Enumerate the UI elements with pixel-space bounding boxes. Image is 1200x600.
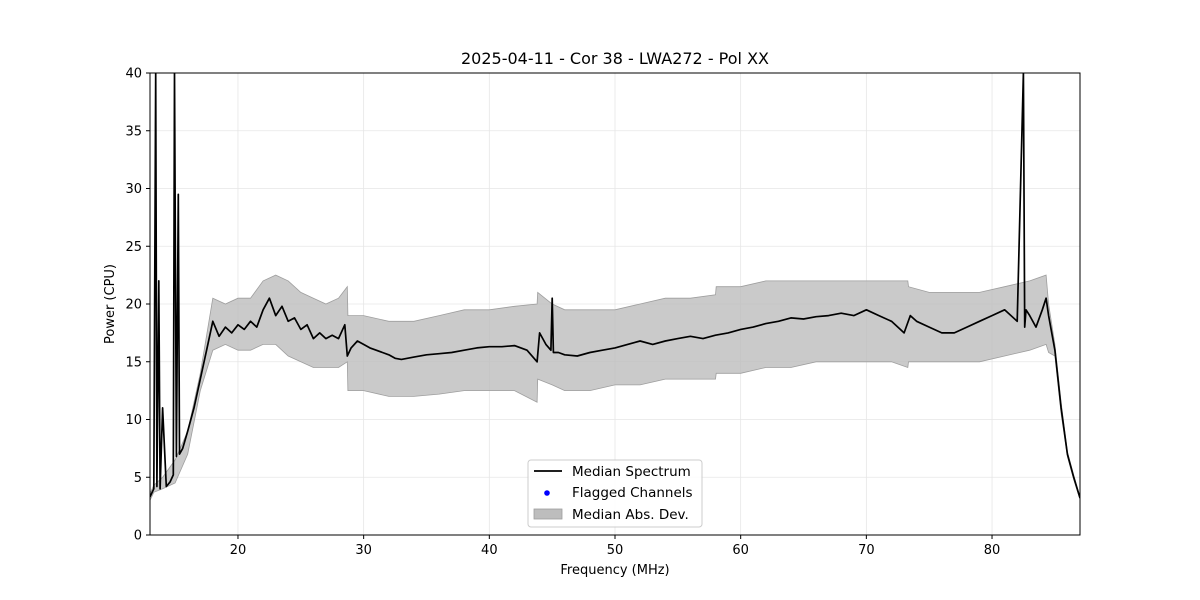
legend-box — [527, 459, 703, 528]
y-tick-label: 0 — [134, 529, 142, 544]
x-tick-label: 30 — [355, 543, 372, 558]
y-axis-label: Power (CPU) — [103, 264, 118, 344]
chart-title: 2025-04-11 - Cor 38 - LWA272 - Pol XX — [461, 49, 769, 68]
y-tick-label: 5 — [134, 471, 142, 486]
legend: Median Spectrum Flagged Channels Median … — [527, 459, 703, 528]
legend-flagged-label: Flagged Channels — [572, 485, 693, 501]
y-tick-label: 10 — [125, 413, 142, 428]
y-axis: 0 5 10 15 20 25 30 35 40 — [125, 67, 150, 544]
x-tick-label: 20 — [230, 543, 247, 558]
y-tick-label: 15 — [125, 355, 142, 370]
x-tick-label: 80 — [984, 543, 1001, 558]
x-tick-label: 70 — [858, 543, 875, 558]
legend-flagged-marker — [544, 490, 550, 496]
x-tick-label: 50 — [607, 543, 624, 558]
median-abs-dev-band — [150, 274, 1080, 501]
legend-median-label: Median Spectrum — [572, 464, 691, 480]
y-tick-label: 25 — [125, 240, 142, 255]
y-tick-label: 30 — [125, 182, 142, 197]
y-tick-label: 20 — [125, 298, 142, 313]
y-tick-label: 40 — [125, 67, 142, 82]
legend-band-label: Median Abs. Dev. — [572, 507, 689, 523]
median-spectrum-line — [150, 73, 1080, 499]
x-tick-label: 40 — [481, 543, 498, 558]
legend-band-swatch — [533, 508, 563, 520]
x-tick-label: 60 — [732, 543, 749, 558]
y-tick-label: 35 — [125, 124, 142, 139]
x-axis: 20 30 40 50 60 70 80 — [230, 535, 1001, 558]
x-axis-label: Frequency (MHz) — [560, 563, 669, 578]
